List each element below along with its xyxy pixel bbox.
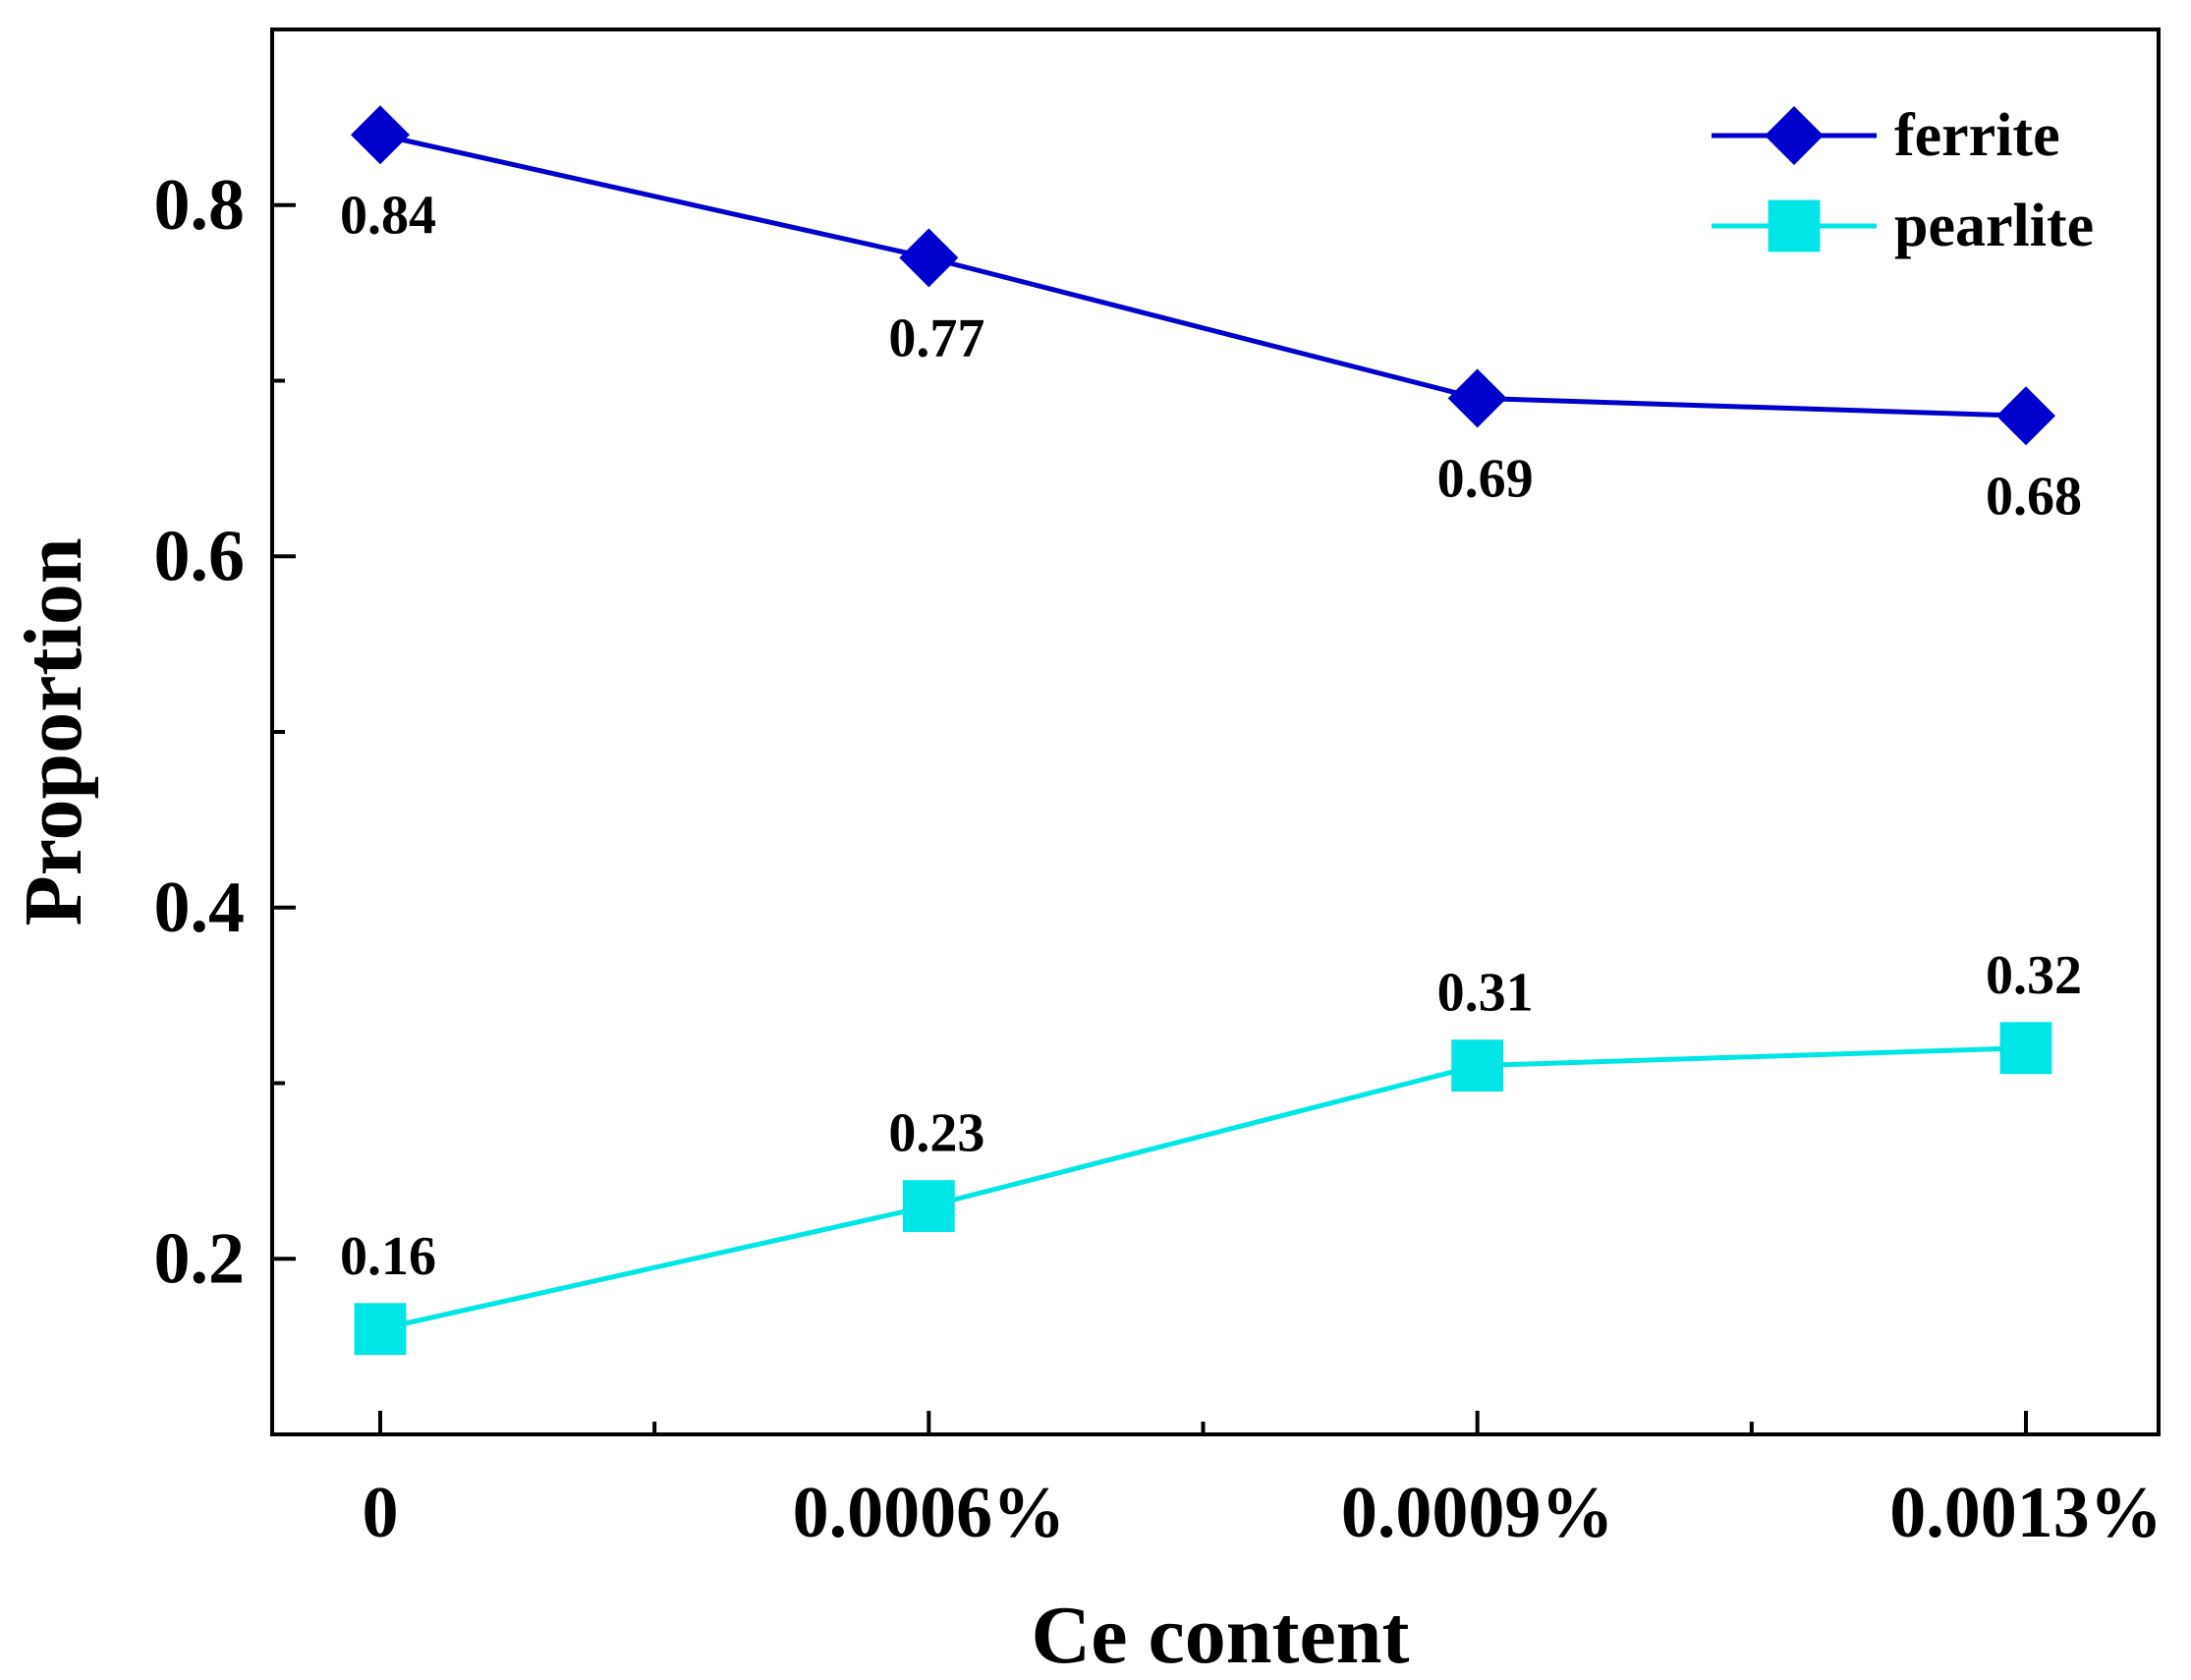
ferrite-point [1996,386,2055,446]
ferrite-data-label: 0.69 [1437,448,1534,509]
x-tick-label: 0.0009% [1341,1473,1614,1553]
y-tick-label: 0.2 [154,1218,246,1299]
ferrite-data-label: 0.68 [1986,466,2082,527]
pearlite-point [1451,1039,1504,1092]
ferrite-data-label: 0.84 [340,185,436,246]
y-tick-label: 0.8 [154,165,246,246]
plot-frame [270,28,2161,1436]
pearlite-data-label: 0.23 [888,1103,984,1164]
ferrite-line [379,132,2027,419]
x-tick-label: 0.0006% [793,1473,1066,1553]
series-lines [379,132,2027,1332]
pearlite-data-label: 0.16 [340,1226,436,1287]
ferrite-point [351,105,410,165]
pearlite-data-label: 0.31 [1437,963,1534,1024]
legend-pearlite-label: pearlite [1894,193,2094,259]
pearlite-point [902,1180,955,1233]
ferrite-point [899,228,959,288]
pearlite-data-label: 0.32 [1986,945,2082,1006]
series-markers [351,105,2055,1356]
y-tick-label: 0.4 [154,868,246,948]
x-tick-label: 0.0013% [1889,1473,2163,1553]
ferrite-point [1447,368,1507,428]
pearlite-point [354,1303,407,1356]
x-axis-title: Ce content [1032,1590,1410,1680]
pearlite-line [379,1045,2027,1332]
legend-pearlite-marker [1768,199,1821,252]
y-tick-label: 0.6 [154,516,246,596]
legend-ferrite-marker [1765,106,1824,165]
legend: ferrite pearlite [1712,102,2094,259]
x-axis-ticks: 0 0.0006% 0.0009% 0.0013% [363,1411,2163,1553]
x-tick-label: 0 [363,1473,399,1553]
pearlite-point [1999,1022,2052,1075]
ferrite-data-label: 0.77 [888,308,984,368]
y-axis-title: Proportion [8,537,99,925]
y-axis-ticks: 0.2 0.4 0.6 0.8 [154,165,296,1299]
legend-ferrite-label: ferrite [1894,102,2060,169]
data-labels: 0.84 0.77 0.69 0.68 0.16 0.23 0.31 0.32 [340,185,2082,1287]
